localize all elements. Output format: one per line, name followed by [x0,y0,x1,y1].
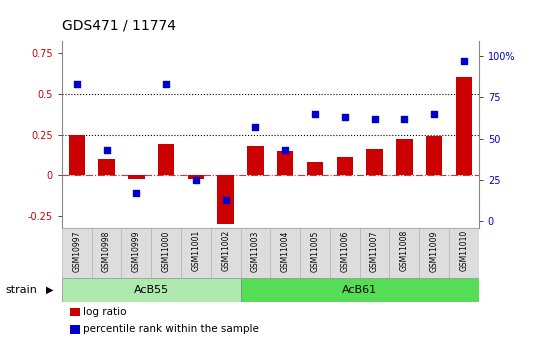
Point [281,147,289,153]
Bar [158,144,174,175]
Text: GSM11006: GSM11006 [341,230,349,272]
Point [430,111,438,117]
Bar [390,228,419,278]
Bar [337,157,353,175]
Point [132,190,140,196]
Bar [300,228,330,278]
Text: AcB55: AcB55 [133,285,169,295]
Text: GSM11004: GSM11004 [281,230,290,272]
Point [162,81,171,87]
Text: GSM11001: GSM11001 [192,230,200,272]
Bar [68,135,85,175]
Text: percentile rank within the sample: percentile rank within the sample [83,325,259,334]
Text: GSM11002: GSM11002 [221,230,230,272]
Point [400,116,409,122]
Point [221,197,230,203]
Bar [240,278,479,302]
Bar [151,228,181,278]
Point [102,147,111,153]
Bar [128,175,145,179]
Bar [277,151,293,175]
Bar [211,228,240,278]
Text: GSM11009: GSM11009 [430,230,438,272]
Bar [426,136,442,175]
Point [73,81,81,87]
Point [311,111,320,117]
Text: GSM11008: GSM11008 [400,230,409,272]
Text: strain: strain [5,285,37,295]
Bar [91,228,122,278]
Point [370,116,379,122]
Text: GSM11003: GSM11003 [251,230,260,272]
Text: GDS471 / 11774: GDS471 / 11774 [62,19,176,33]
Text: GSM11005: GSM11005 [310,230,320,272]
Bar [240,228,270,278]
Point [192,177,200,183]
Bar [247,146,264,175]
Bar [181,228,211,278]
Point [251,124,260,130]
Point [341,115,349,120]
Bar [419,228,449,278]
Bar [62,278,240,302]
Bar [217,175,234,225]
Text: ▶: ▶ [46,285,53,295]
Bar [366,149,383,175]
Bar [396,139,413,175]
Text: GSM10998: GSM10998 [102,230,111,272]
Point [459,58,468,64]
Text: AcB61: AcB61 [342,285,377,295]
Text: GSM10999: GSM10999 [132,230,141,272]
Bar [449,228,479,278]
Bar [270,228,300,278]
Text: GSM10997: GSM10997 [72,230,81,272]
Bar [330,228,360,278]
Bar [122,228,151,278]
Text: GSM11007: GSM11007 [370,230,379,272]
Text: log ratio: log ratio [83,307,127,317]
Bar [98,159,115,175]
Text: GSM11000: GSM11000 [161,230,171,272]
Bar [188,175,204,179]
Bar [360,228,390,278]
Bar [62,228,91,278]
Text: GSM11010: GSM11010 [459,230,469,272]
Bar [456,77,472,175]
Bar [307,162,323,175]
